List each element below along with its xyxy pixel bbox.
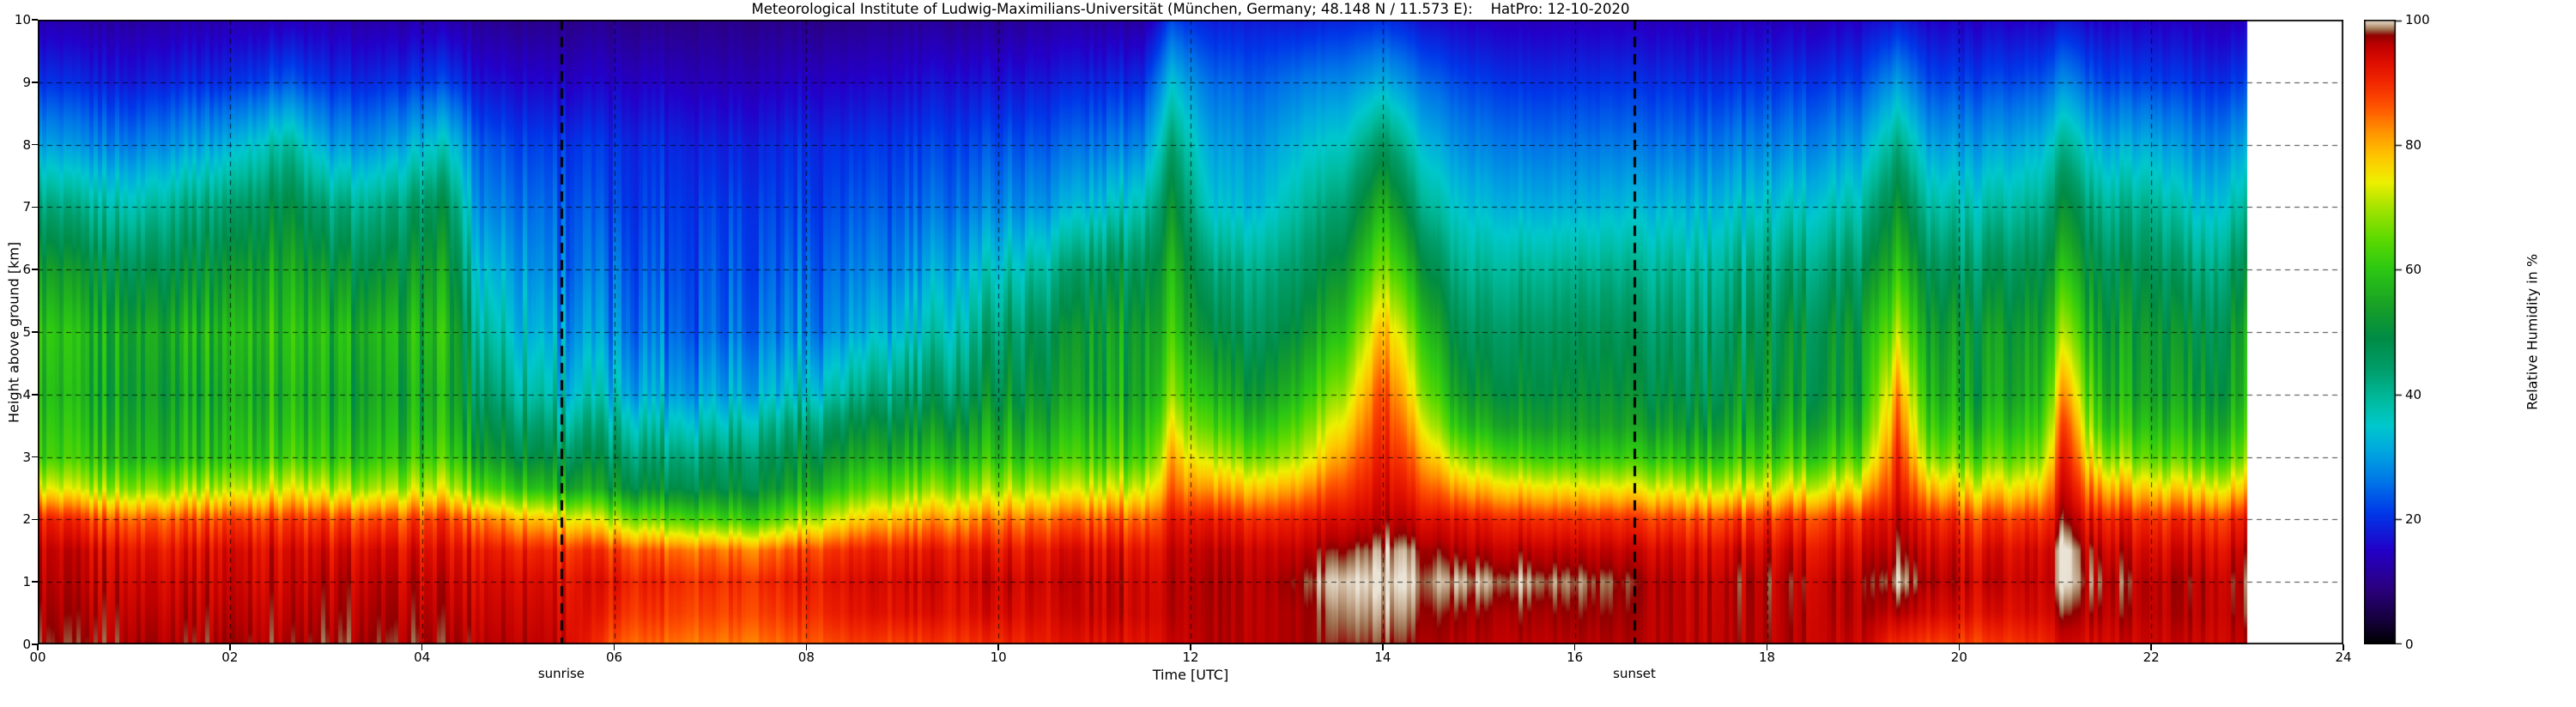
y-tick-label: 8 [22, 136, 31, 153]
x-tick-label: 18 [1758, 650, 1776, 665]
x-tick-mark [613, 644, 615, 650]
y-tick-label: 10 [14, 12, 31, 27]
x-tick-mark [1958, 644, 1961, 650]
x-tick-label: 10 [990, 650, 1007, 665]
y-tick-mark [32, 331, 38, 333]
chart-title: Meteorological Institute of Ludwig-Maxim… [751, 1, 1630, 17]
x-tick-mark [1766, 644, 1768, 650]
y-tick-mark [32, 518, 38, 521]
x-tick-label: 14 [1374, 650, 1391, 665]
colorbar-tick-label: 20 [2405, 511, 2422, 528]
x-tick-mark [997, 644, 999, 650]
heatmap-canvas [38, 20, 2343, 644]
y-tick-mark [32, 394, 38, 396]
x-tick-label: 12 [1182, 650, 1199, 665]
y-tick-label: 2 [22, 511, 31, 528]
y-tick-mark [32, 269, 38, 270]
x-tick-label: 16 [1567, 650, 1584, 665]
y-tick-label: 9 [22, 74, 31, 90]
y-tick-mark [32, 644, 38, 645]
x-tick-label: 02 [221, 650, 239, 665]
y-tick-mark [32, 456, 38, 458]
y-tick-label: 3 [22, 449, 31, 465]
x-tick-label: 20 [1950, 650, 1967, 665]
x-tick-label: 24 [2335, 650, 2352, 665]
colorbar-tick-label: 80 [2405, 136, 2422, 153]
colorbar-tick-label: 100 [2405, 12, 2430, 27]
colorbar-tick-label: 0 [2405, 637, 2414, 652]
x-tick-mark [1382, 644, 1384, 650]
sunset-label: sunset [1613, 666, 1656, 681]
x-tick-mark [2150, 644, 2152, 650]
x-tick-label: 00 [29, 650, 46, 665]
x-tick-mark [1190, 644, 1191, 650]
sunrise-label: sunrise [537, 666, 585, 681]
y-tick-mark [32, 143, 38, 146]
x-tick-mark [229, 644, 231, 650]
y-tick-mark [32, 19, 38, 21]
x-tick-label: 08 [797, 650, 815, 665]
y-tick-mark [32, 206, 38, 208]
colorbar-label: Relative Humidity in % [2524, 253, 2541, 411]
y-tick-label: 1 [22, 574, 31, 590]
y-tick-label: 7 [22, 199, 31, 215]
colorbar-tick-label: 40 [2405, 386, 2422, 402]
x-tick-label: 22 [2143, 650, 2160, 665]
x-tick-mark [37, 644, 39, 650]
colorbar-canvas [2364, 20, 2404, 644]
x-tick-mark [805, 644, 808, 650]
x-axis-label: Time [UTC] [1152, 667, 1229, 683]
x-tick-label: 04 [414, 650, 431, 665]
y-tick-mark [32, 581, 38, 583]
y-tick-label: 4 [22, 386, 31, 402]
y-tick-label: 6 [22, 262, 31, 278]
y-tick-label: 5 [22, 324, 31, 340]
colorbar-tick-label: 60 [2405, 262, 2422, 278]
x-tick-mark [421, 644, 423, 650]
x-tick-label: 06 [605, 650, 623, 665]
y-tick-mark [32, 82, 38, 83]
y-tick-label: 0 [22, 637, 31, 652]
x-tick-mark [2343, 644, 2344, 650]
x-tick-mark [1573, 644, 1576, 650]
